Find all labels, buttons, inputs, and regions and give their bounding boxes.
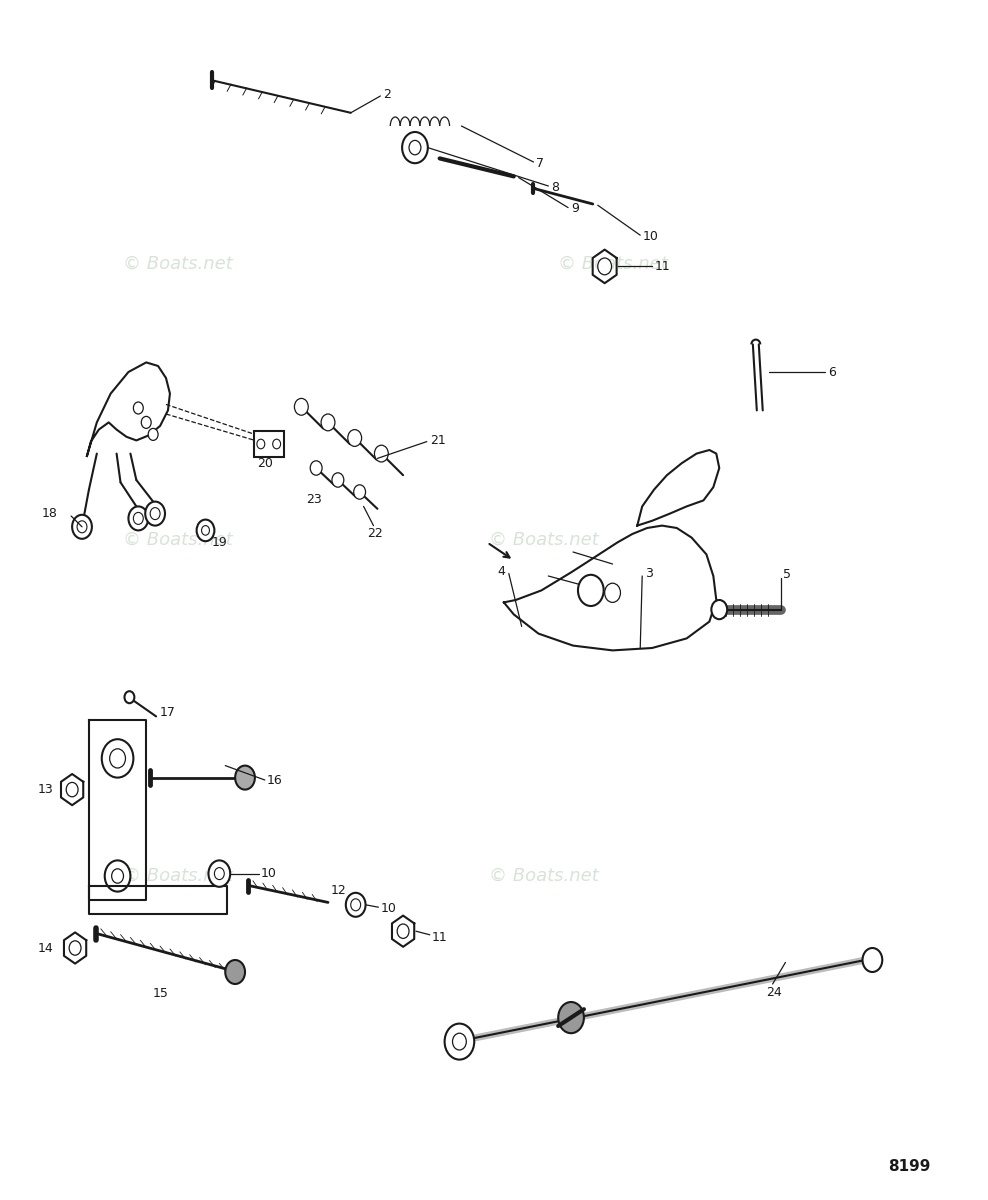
Circle shape <box>235 766 255 790</box>
Circle shape <box>66 782 78 797</box>
Circle shape <box>346 893 366 917</box>
Circle shape <box>351 899 361 911</box>
Circle shape <box>110 749 125 768</box>
Text: 11: 11 <box>655 260 671 272</box>
Text: © Boats.net: © Boats.net <box>123 254 233 272</box>
Circle shape <box>409 140 421 155</box>
Text: 7: 7 <box>536 157 544 169</box>
Text: 23: 23 <box>306 493 322 505</box>
Circle shape <box>225 960 245 984</box>
Text: 11: 11 <box>432 931 448 943</box>
Polygon shape <box>89 720 146 900</box>
Text: 16: 16 <box>267 774 283 786</box>
Text: 14: 14 <box>38 942 53 954</box>
Text: 6: 6 <box>828 366 836 378</box>
Circle shape <box>208 860 230 887</box>
Text: 5: 5 <box>783 569 791 581</box>
Text: 4: 4 <box>497 565 505 577</box>
Circle shape <box>133 512 143 524</box>
Circle shape <box>128 506 148 530</box>
Circle shape <box>310 461 322 475</box>
Circle shape <box>214 868 224 880</box>
Text: 13: 13 <box>38 784 53 796</box>
Text: 3: 3 <box>645 568 653 580</box>
Text: 22: 22 <box>368 528 383 540</box>
Circle shape <box>397 924 409 938</box>
Polygon shape <box>504 526 716 650</box>
Circle shape <box>102 739 133 778</box>
Circle shape <box>202 526 209 535</box>
Text: 19: 19 <box>211 536 227 548</box>
Circle shape <box>105 860 130 892</box>
Circle shape <box>148 428 158 440</box>
Circle shape <box>348 430 362 446</box>
Text: 8: 8 <box>551 181 559 193</box>
Circle shape <box>141 416 151 428</box>
Circle shape <box>72 515 92 539</box>
Text: 21: 21 <box>430 434 446 446</box>
Text: © Boats.net: © Boats.net <box>557 254 668 272</box>
FancyBboxPatch shape <box>254 431 284 457</box>
Text: 10: 10 <box>642 230 658 242</box>
Text: 9: 9 <box>571 203 579 215</box>
Circle shape <box>145 502 165 526</box>
Circle shape <box>294 398 308 415</box>
Circle shape <box>112 869 124 883</box>
Circle shape <box>133 402 143 414</box>
Text: 17: 17 <box>160 707 176 719</box>
Circle shape <box>332 473 344 487</box>
Circle shape <box>273 439 281 449</box>
Text: 18: 18 <box>41 508 57 520</box>
Circle shape <box>578 575 604 606</box>
Circle shape <box>445 1024 474 1060</box>
Circle shape <box>124 691 134 703</box>
Polygon shape <box>89 886 227 914</box>
Circle shape <box>402 132 428 163</box>
Circle shape <box>374 445 388 462</box>
Circle shape <box>453 1033 466 1050</box>
Text: © Boats.net: © Boats.net <box>488 530 599 550</box>
Circle shape <box>150 508 160 520</box>
Circle shape <box>711 600 727 619</box>
Circle shape <box>69 941 81 955</box>
Text: © Boats.net: © Boats.net <box>123 866 233 886</box>
Circle shape <box>197 520 214 541</box>
Text: © Boats.net: © Boats.net <box>123 530 233 550</box>
Text: 12: 12 <box>331 884 347 896</box>
Circle shape <box>558 1002 584 1033</box>
Circle shape <box>863 948 882 972</box>
Text: 24: 24 <box>766 986 782 998</box>
Circle shape <box>354 485 366 499</box>
Circle shape <box>77 521 87 533</box>
Text: 10: 10 <box>380 902 396 914</box>
Text: 8199: 8199 <box>888 1159 930 1174</box>
Text: 10: 10 <box>261 868 277 880</box>
Circle shape <box>257 439 265 449</box>
Circle shape <box>605 583 620 602</box>
Text: 15: 15 <box>153 988 169 1000</box>
Text: 20: 20 <box>257 457 273 469</box>
Circle shape <box>321 414 335 431</box>
Circle shape <box>598 258 612 275</box>
Text: 2: 2 <box>383 89 391 101</box>
Polygon shape <box>637 450 719 526</box>
Text: © Boats.net: © Boats.net <box>488 866 599 886</box>
